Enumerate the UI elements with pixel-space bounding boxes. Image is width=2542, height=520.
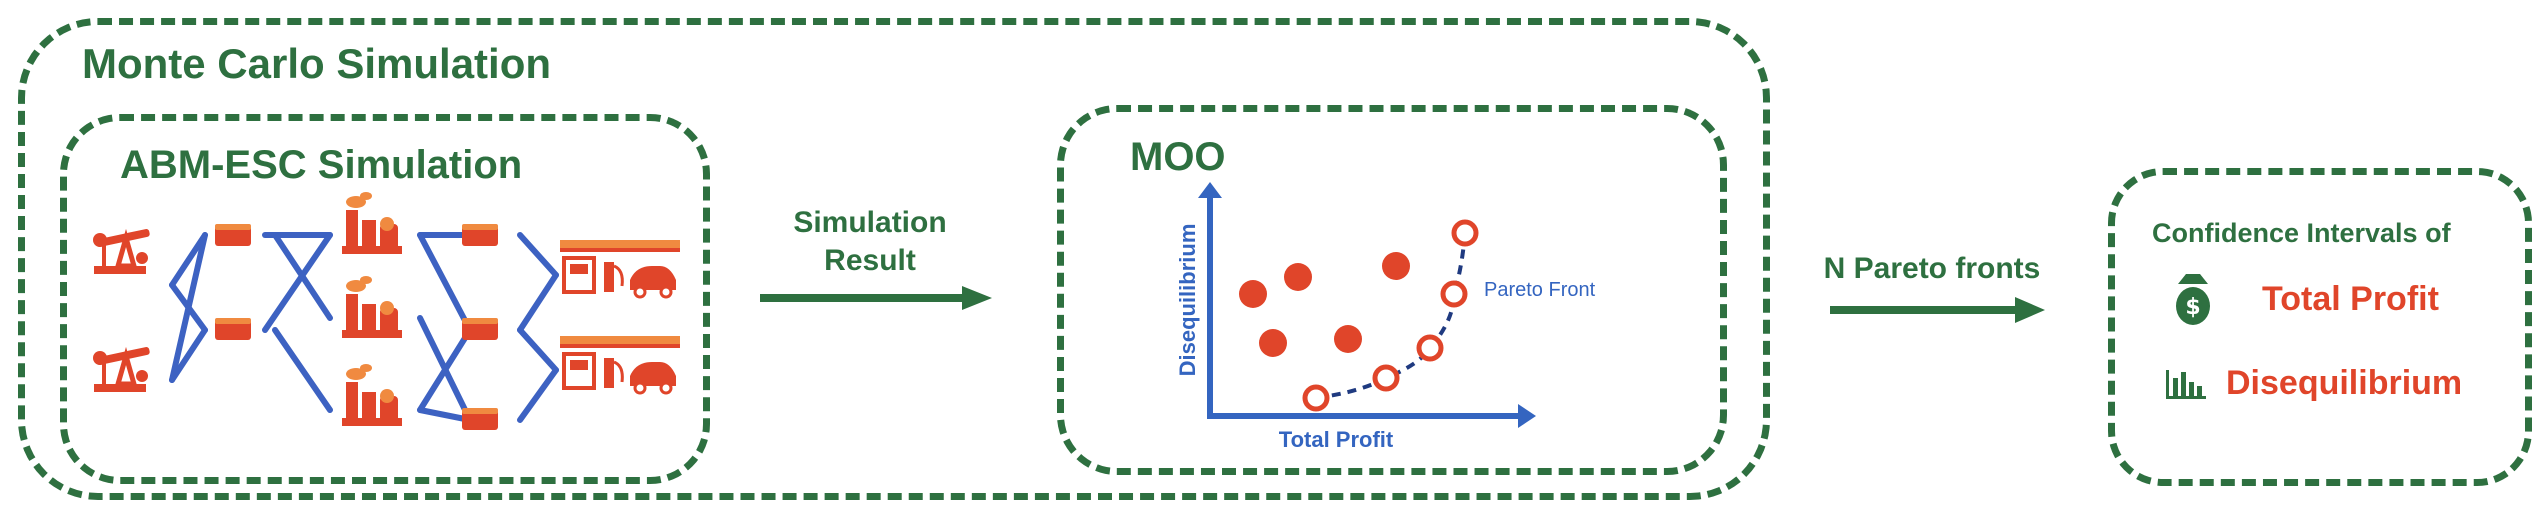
abm-esc-box	[60, 114, 710, 484]
simulation-result-label: Simulation Result	[770, 204, 970, 280]
pareto-plot: Disequilibrium Total Profit Pareto Front	[1175, 182, 1596, 452]
pareto-points	[1302, 219, 1479, 412]
refinery-icon	[342, 192, 402, 254]
money-bag-icon: $	[2176, 274, 2210, 325]
simulation-label-line2: Result	[824, 244, 916, 277]
total-profit-label: Total Profit	[2262, 280, 2439, 318]
confidence-box	[2108, 168, 2532, 486]
storage-tank-icon	[215, 224, 251, 246]
monte-carlo-title: Monte Carlo Simulation	[82, 40, 552, 87]
n-pareto-fronts-arrow	[1830, 297, 2045, 323]
moo-box	[1057, 105, 1727, 475]
disequilibrium-label: Disequilibrium	[2226, 364, 2463, 402]
y-axis-label: Disequilibrium	[1175, 224, 1200, 377]
storage-tank-icon	[215, 318, 251, 340]
moo-title: MOO	[1130, 135, 1226, 179]
confidence-intervals-title: Confidence Intervals of	[2152, 218, 2451, 248]
refinery-icon	[342, 276, 402, 338]
gas-station-icon	[558, 334, 682, 395]
storage-tank-icon	[462, 224, 498, 246]
refinery-icon	[342, 364, 402, 426]
bar-chart-icon	[2166, 370, 2206, 399]
svg-text:$: $	[2185, 295, 2200, 320]
gas-station-icon	[558, 238, 682, 299]
storage-tank-icon	[462, 408, 498, 430]
monte-carlo-box	[18, 18, 1770, 500]
n-pareto-fronts-label: N Pareto fronts	[1823, 252, 2041, 285]
abm-esc-title: ABM-ESC Simulation	[120, 143, 523, 187]
oil-well-icon	[93, 346, 150, 392]
storage-tank-icon	[462, 318, 498, 340]
simulation-label-line1: Simulation	[793, 206, 947, 239]
dominated-points	[1239, 252, 1410, 357]
pareto-curve	[1315, 232, 1467, 400]
pareto-front-label: Pareto Front	[1484, 279, 1596, 301]
simulation-result-arrow	[760, 286, 992, 310]
x-axis-label: Total Profit	[1279, 427, 1394, 452]
supply-chain-network	[93, 192, 682, 430]
oil-well-icon	[93, 228, 150, 274]
